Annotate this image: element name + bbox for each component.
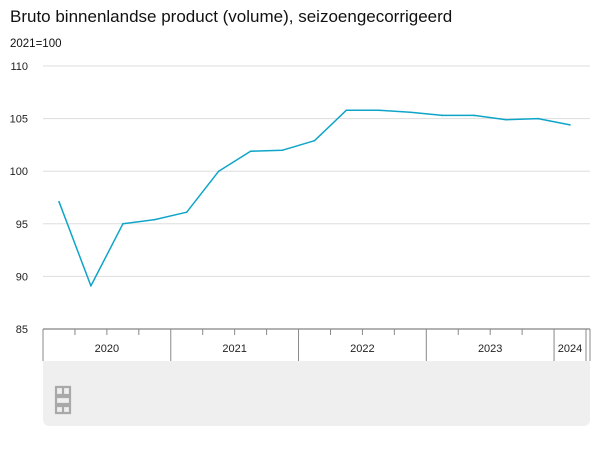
data-point — [249, 150, 252, 153]
line-chart: 85 90 95 100 105 110 2020 2021 2022 2023 2024 — [10, 61, 591, 361]
chart-footer — [43, 361, 590, 426]
y-tick-label: 100 — [10, 166, 28, 178]
data-point — [122, 223, 124, 225]
data-point — [313, 139, 316, 142]
data-point — [537, 117, 539, 120]
grid-lines — [43, 65, 590, 330]
data-point — [377, 109, 380, 111]
y-axis-ticks: 85 90 95 100 105 110 — [10, 61, 28, 336]
y-tick-label: 95 — [16, 219, 28, 231]
data-point — [473, 114, 476, 117]
data-point — [409, 111, 412, 114]
x-year-label: 2024 — [558, 343, 582, 355]
data-point — [153, 218, 156, 221]
data-point — [90, 285, 92, 287]
data-point — [58, 200, 60, 203]
x-year-label: 2022 — [350, 343, 374, 355]
data-point — [281, 149, 284, 151]
x-year-label: 2023 — [478, 343, 502, 355]
data-point — [441, 114, 444, 117]
data-point — [505, 118, 507, 121]
x-year-label: 2020 — [95, 343, 119, 355]
y-tick-label: 85 — [16, 324, 28, 336]
data-point — [569, 124, 571, 126]
y-axis-unit-label: 2021=100 — [10, 38, 62, 50]
cbs-logo-icon — [54, 385, 72, 415]
y-tick-label: 110 — [10, 61, 28, 73]
data-point — [185, 211, 188, 214]
x-axis: 2020 2021 2022 2023 2024 — [42, 329, 591, 361]
data-point — [345, 109, 348, 111]
y-tick-label: 90 — [16, 271, 28, 283]
data-point — [217, 170, 220, 172]
series-layer — [58, 109, 571, 287]
y-tick-label: 105 — [10, 114, 28, 126]
x-year-label: 2021 — [222, 343, 246, 355]
chart-title: Bruto binnenlandse product (volume), sei… — [10, 7, 453, 26]
series-line — [58, 109, 571, 287]
